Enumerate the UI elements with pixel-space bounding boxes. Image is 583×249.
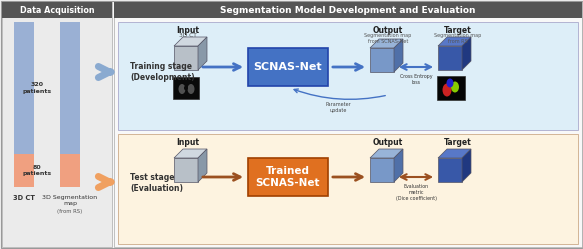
Text: Cross Entropy
loss: Cross Entropy loss (400, 74, 432, 85)
FancyBboxPatch shape (118, 22, 578, 130)
Ellipse shape (188, 84, 195, 94)
Polygon shape (370, 48, 394, 72)
Polygon shape (438, 158, 462, 182)
Polygon shape (438, 46, 462, 70)
Polygon shape (174, 149, 207, 158)
Polygon shape (174, 37, 207, 46)
FancyBboxPatch shape (2, 2, 112, 18)
FancyBboxPatch shape (173, 77, 199, 99)
Text: Segmentation map
from RS: Segmentation map from RS (434, 33, 482, 44)
Text: 3D Segmentation
map: 3D Segmentation map (43, 195, 97, 206)
Polygon shape (370, 149, 403, 158)
FancyBboxPatch shape (248, 48, 328, 86)
FancyBboxPatch shape (248, 158, 328, 196)
Text: 3D CT: 3D CT (179, 33, 197, 38)
Text: (from RS): (from RS) (57, 209, 83, 214)
Text: Training stage
(Development): Training stage (Development) (130, 62, 195, 82)
Text: Data Acquisition: Data Acquisition (20, 5, 94, 14)
FancyBboxPatch shape (2, 2, 112, 247)
Text: Segmentation map
from SCNAS-Net: Segmentation map from SCNAS-Net (364, 33, 412, 44)
Polygon shape (462, 37, 471, 70)
Polygon shape (462, 149, 471, 182)
Text: Parameter
update: Parameter update (325, 102, 351, 113)
Text: Output: Output (373, 138, 403, 147)
FancyBboxPatch shape (14, 22, 34, 154)
FancyBboxPatch shape (114, 2, 582, 18)
FancyBboxPatch shape (14, 154, 34, 187)
Text: Target: Target (444, 138, 472, 147)
Polygon shape (438, 149, 471, 158)
Polygon shape (198, 149, 207, 182)
Polygon shape (438, 37, 471, 46)
Text: Trained
SCNAS-Net: Trained SCNAS-Net (256, 166, 320, 188)
Text: 80
patients: 80 patients (22, 165, 51, 176)
Text: Test stage
(Evaluation): Test stage (Evaluation) (130, 173, 183, 193)
Ellipse shape (451, 81, 459, 92)
Text: Input: Input (177, 26, 199, 35)
Polygon shape (174, 46, 198, 70)
Text: Input: Input (177, 138, 199, 147)
Polygon shape (198, 37, 207, 70)
Text: SCNAS-Net: SCNAS-Net (254, 62, 322, 72)
FancyBboxPatch shape (437, 76, 465, 100)
Text: Evaluation
metric
(Dice coefficient): Evaluation metric (Dice coefficient) (395, 184, 437, 201)
Ellipse shape (442, 83, 451, 97)
FancyBboxPatch shape (60, 22, 80, 154)
Polygon shape (394, 39, 403, 72)
FancyBboxPatch shape (114, 2, 582, 247)
FancyBboxPatch shape (118, 134, 578, 244)
Text: 320
patients: 320 patients (22, 82, 51, 94)
Ellipse shape (178, 84, 185, 94)
Polygon shape (370, 39, 403, 48)
Text: 3D CT: 3D CT (13, 195, 35, 201)
Ellipse shape (184, 85, 188, 90)
Text: Output: Output (373, 26, 403, 35)
Ellipse shape (447, 78, 454, 87)
Polygon shape (370, 158, 394, 182)
Polygon shape (394, 149, 403, 182)
Polygon shape (174, 158, 198, 182)
Text: Target: Target (444, 26, 472, 35)
FancyBboxPatch shape (60, 154, 80, 187)
Text: Segmentation Model Development and Evaluation: Segmentation Model Development and Evalu… (220, 5, 476, 14)
